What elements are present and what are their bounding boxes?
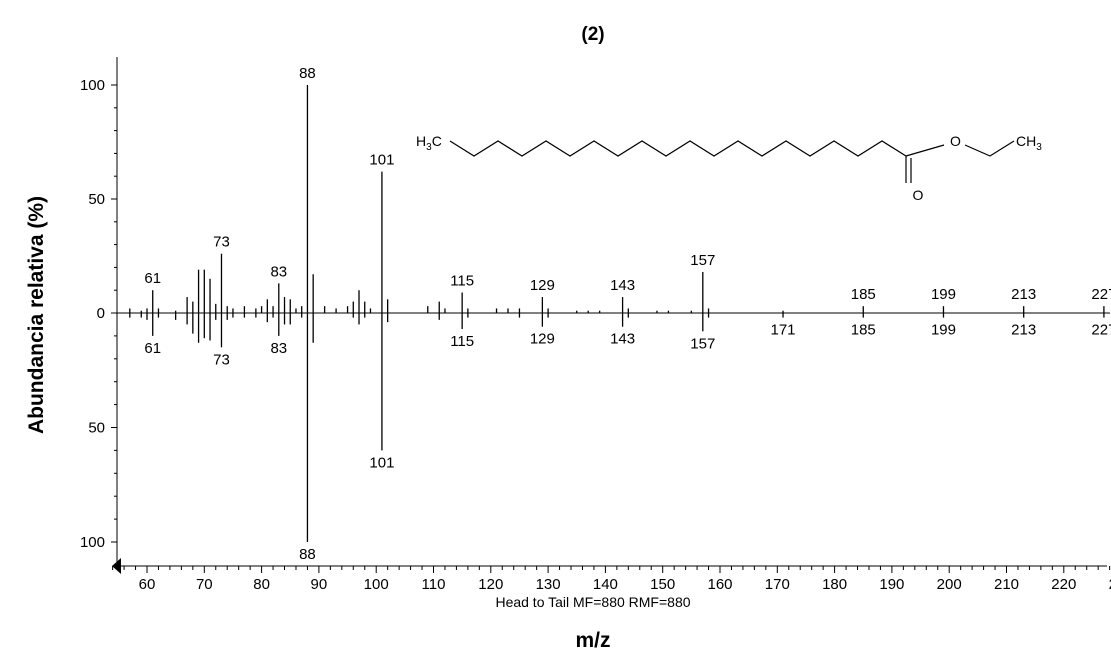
tail-peak-label: 83: [270, 340, 287, 357]
head-peak-label: 199: [931, 286, 956, 303]
y-tick-label-head: 0: [97, 305, 105, 322]
y-tick-label-head: 100: [80, 77, 105, 94]
tail-peak-label: 61: [144, 340, 161, 357]
x-tick-label: 80: [253, 576, 270, 593]
x-tick-label: 100: [364, 576, 389, 593]
tail-peak-label: 101: [369, 454, 394, 471]
peak-labels: 6173838810111512914315718519921322724125…: [144, 65, 1111, 563]
head-peak-label: 227: [1091, 286, 1111, 303]
x-tick-label: 170: [765, 576, 790, 593]
x-tick-label: 180: [822, 576, 847, 593]
tail-peak-label: 129: [530, 331, 555, 348]
x-tick-label: 60: [139, 576, 156, 593]
y-tick-label-tail: 50: [88, 420, 105, 437]
mol-carbonyl-oxygen: O: [913, 187, 924, 203]
head-peak-label: 83: [270, 263, 287, 280]
x-tick-label: 130: [536, 576, 561, 593]
x-tick-label: 200: [937, 576, 962, 593]
mol-ch3-label: CH3: [1016, 133, 1042, 153]
head-peak-label: 101: [369, 152, 394, 169]
x-tick-label: 220: [1051, 576, 1076, 593]
mol-ethyl-bond: [964, 140, 1015, 157]
head-peak-label: 88: [299, 65, 316, 82]
x-axis-label: m/z: [575, 629, 610, 652]
peaks: [129, 85, 1105, 542]
x-tick-label: 140: [593, 576, 618, 593]
axes: 100 50 0 50 100 60 70 80 90 100 110 120 130 140 150 160…: [80, 57, 1111, 593]
head-peak-label: 157: [690, 252, 715, 269]
mol-bond-ester: [905, 144, 945, 157]
head-peak-label: 143: [610, 277, 635, 294]
tail-peak-label: 199: [931, 322, 956, 339]
head-peak-label: 61: [144, 270, 161, 287]
tail-peak-label: 115: [450, 333, 474, 350]
tail-peak-label: 143: [610, 331, 635, 348]
x-tick-label: 90: [311, 576, 328, 593]
tail-peak-label: 171: [771, 322, 796, 339]
y-axis-label: Abundancia relativa (%): [25, 196, 48, 434]
chart-title: (2): [581, 24, 604, 45]
x-tick-label: 110: [422, 576, 446, 593]
x-tick-label: 230: [1109, 576, 1111, 593]
head-peak-label: 115: [450, 272, 474, 289]
match-score-text: Head to Tail MF=880 RMF=880: [495, 594, 690, 610]
x-tick-label: 190: [879, 576, 904, 593]
y-tick-label-tail: 100: [80, 534, 105, 551]
tail-peak-label: 73: [213, 351, 230, 368]
tail-peak-label: 213: [1011, 322, 1036, 339]
mol-h3c-label: H3C: [416, 133, 442, 153]
x-tick-label: 160: [707, 576, 732, 593]
head-peak-label: 185: [851, 286, 876, 303]
tail-peak-label: 227: [1091, 322, 1111, 339]
x-tick-label: 70: [196, 576, 213, 593]
tail-peak-label: 157: [690, 335, 715, 352]
tail-peak-label: 88: [299, 546, 316, 563]
molecule-structure: H3C O CH3 O: [416, 133, 1042, 203]
x-tick-label: 120: [478, 576, 503, 593]
x-tick-label: 150: [650, 576, 675, 593]
head-peak-label: 129: [530, 277, 555, 294]
x-tick-label: 210: [994, 576, 1019, 593]
mol-carbon-chain: [449, 140, 907, 157]
head-peak-label: 213: [1011, 286, 1036, 303]
head-peak-label: 73: [213, 234, 230, 251]
x-range-left-marker: [112, 558, 121, 574]
y-tick-label-head: 50: [88, 191, 105, 208]
tail-peak-label: 185: [851, 322, 876, 339]
mol-ester-oxygen: O: [950, 133, 961, 149]
